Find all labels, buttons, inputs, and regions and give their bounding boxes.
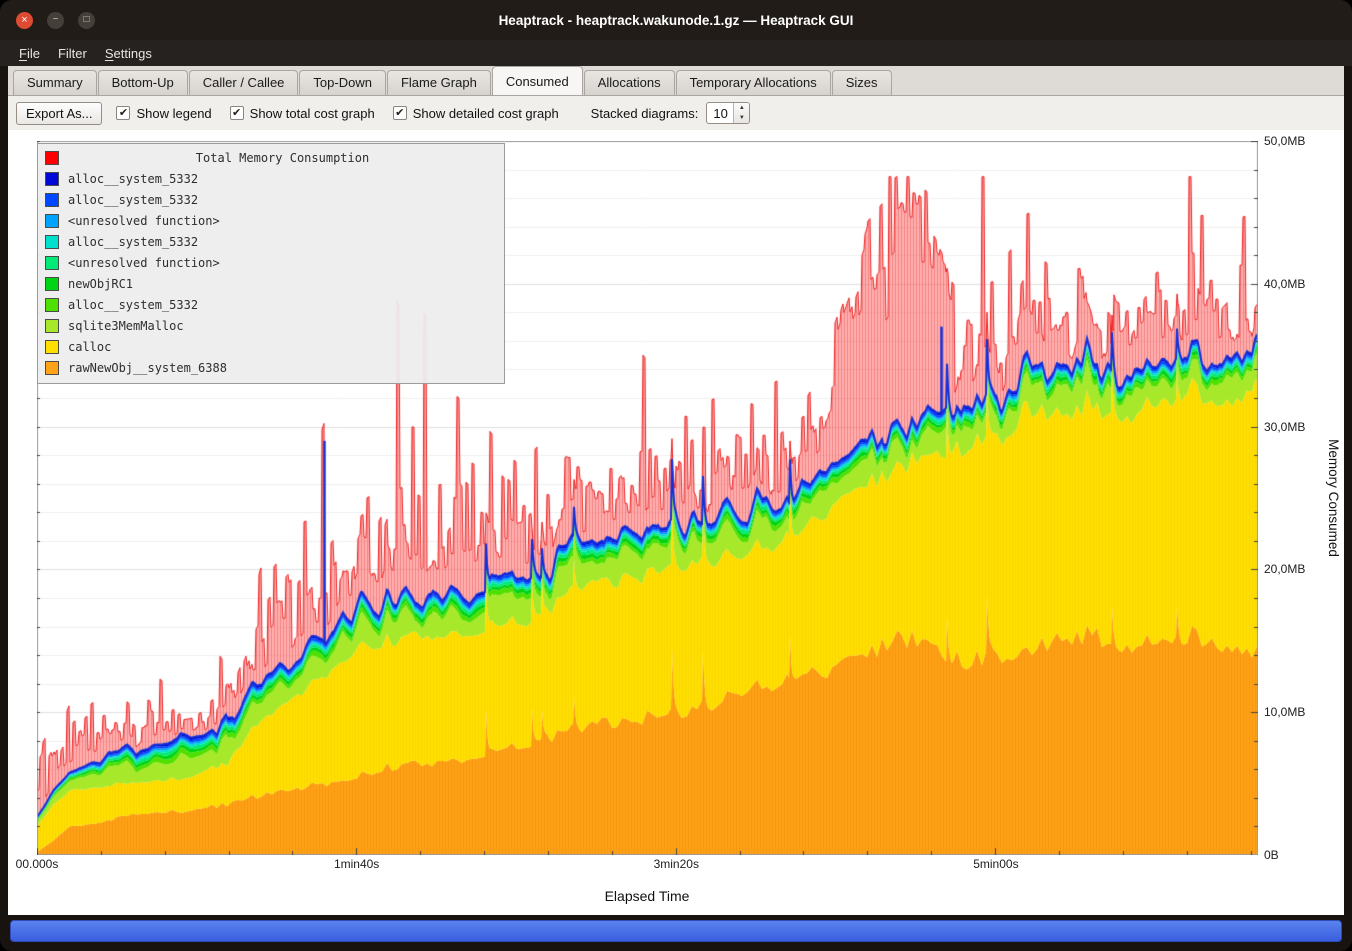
minimize-button[interactable]: − (47, 11, 64, 29)
legend-item: <unresolved function> (45, 252, 497, 273)
legend-title: Total Memory Consumption (195, 150, 370, 165)
checkbox-show-detailed-cost-graph[interactable]: ✔ Show detailed cost graph (392, 105, 559, 121)
content-area: Summary Bottom-Up Caller / Callee Top-Down F… (8, 66, 1344, 915)
stacked-diagrams-spinbox[interactable]: 10 ▲ ▼ (706, 102, 751, 124)
y-axis-title: Memory Consumed (1326, 439, 1341, 557)
checkbox-label: Show detailed cost graph (412, 105, 559, 121)
chart-area: Total Memory Consumption alloc__system_53… (8, 130, 1344, 915)
legend-swatch (45, 213, 59, 228)
legend-label: calloc (68, 339, 112, 354)
legend-item: alloc__system_5332 (45, 294, 497, 315)
y-tick-label: 30,0MB (1264, 419, 1306, 434)
legend-swatch (45, 192, 59, 207)
legend-label: alloc__system_5332 (68, 234, 199, 249)
legend-item: rawNewObj__system_6388 (45, 357, 497, 378)
bottom-bar (0, 915, 1352, 951)
maximize-button[interactable]: □ (78, 11, 95, 29)
y-tick-label: 10,0MB (1264, 705, 1306, 720)
legend-title-row: Total Memory Consumption (45, 147, 497, 168)
legend-label: <unresolved function> (68, 213, 220, 228)
y-tick-label: 50,0MB (1264, 134, 1306, 148)
checkbox-box: ✔ (229, 106, 244, 120)
legend-label: <unresolved function> (68, 255, 220, 270)
tab-top-down[interactable]: Top-Down (299, 70, 386, 95)
legend-swatch (45, 234, 59, 249)
close-button[interactable]: × (16, 11, 33, 29)
tab-sizes[interactable]: Sizes (831, 70, 892, 95)
checkbox-box: ✔ (116, 106, 131, 120)
toolbar: Export As... ✔ Show legend ✔ Show total cos… (8, 96, 1344, 130)
legend-item: calloc (45, 336, 497, 357)
menu-file[interactable]: File (19, 45, 40, 61)
legend-swatch (45, 297, 59, 312)
y-tick-label: 40,0MB (1264, 276, 1306, 291)
tab-flame-graph[interactable]: Flame Graph (386, 70, 491, 95)
legend-label: alloc__system_5332 (68, 297, 199, 312)
legend-item: newObjRC1 (45, 273, 497, 294)
checkbox-show-legend[interactable]: ✔ Show legend (116, 105, 212, 121)
chart-legend: Total Memory Consumption alloc__system_53… (37, 143, 505, 384)
legend-label: rawNewObj__system_6388 (68, 360, 227, 375)
spinbox-up-arrow[interactable]: ▲ (738, 105, 745, 111)
checkbox-label: Show total cost graph (249, 105, 375, 121)
checkbox-box: ✔ (392, 106, 407, 120)
x-tick-label: 00.000s (15, 857, 59, 871)
x-axis-title: Elapsed Time (604, 888, 690, 904)
spinbox-arrows: ▲ ▼ (733, 103, 750, 123)
legend-swatch (45, 318, 59, 333)
titlebar-buttons: × − □ (16, 11, 95, 29)
stacked-diagrams-label: Stacked diagrams: (590, 105, 699, 121)
legend-label: sqlite3MemMalloc (68, 318, 184, 333)
checkbox-label: Show legend (136, 105, 212, 121)
menu-filter[interactable]: Filter (57, 45, 87, 61)
x-tick-label: 3min20s (653, 857, 699, 871)
legend-item: alloc__system_5332 (45, 168, 497, 189)
menu-settings[interactable]: Settings (104, 45, 152, 61)
x-tick-label: 1min40s (333, 857, 380, 871)
y-tick-label: 20,0MB (1264, 562, 1306, 577)
spinbox-down-arrow[interactable]: ▼ (738, 115, 745, 121)
window-title: Heaptrack - heaptrack.wakunode.1.gz — He… (498, 12, 854, 28)
y-tick-label: 0B (1264, 848, 1279, 862)
legend-swatch (45, 255, 59, 270)
legend-label: alloc__system_5332 (68, 192, 199, 207)
tab-summary[interactable]: Summary (13, 70, 97, 95)
menubar: File Filter Settings (0, 40, 1352, 66)
spinbox-value: 10 (713, 105, 728, 121)
horizontal-scrollbar[interactable] (10, 920, 1342, 942)
legend-item: alloc__system_5332 (45, 189, 497, 210)
tab-caller-callee[interactable]: Caller / Callee (188, 70, 299, 95)
legend-item: <unresolved function> (45, 210, 497, 231)
tab-temporary-allocations[interactable]: Temporary Allocations (675, 70, 831, 95)
titlebar: × − □ Heaptrack - heaptrack.wakunode.1.g… (0, 0, 1352, 40)
tab-allocations[interactable]: Allocations (583, 70, 675, 95)
x-tick-label: 5min00s (973, 857, 1019, 871)
legend-swatch-total (45, 150, 59, 165)
tab-consumed[interactable]: Consumed (491, 66, 583, 95)
legend-swatch (45, 360, 59, 375)
legend-label: newObjRC1 (68, 276, 134, 291)
legend-item: alloc__system_5332 (45, 231, 497, 252)
legend-swatch (45, 339, 59, 354)
tab-bar: Summary Bottom-Up Caller / Callee Top-Down F… (8, 66, 1344, 96)
tab-bottom-up[interactable]: Bottom-Up (97, 70, 188, 95)
legend-label: alloc__system_5332 (68, 171, 199, 186)
legend-swatch (45, 171, 59, 186)
checkbox-show-total-cost-graph[interactable]: ✔ Show total cost graph (229, 105, 375, 121)
legend-swatch (45, 276, 59, 291)
legend-item: sqlite3MemMalloc (45, 315, 497, 336)
export-as-button[interactable]: Export As... (16, 101, 103, 125)
toolbar-checkboxes: ✔ Show legend ✔ Show total cost graph ✔ Show … (116, 106, 576, 121)
